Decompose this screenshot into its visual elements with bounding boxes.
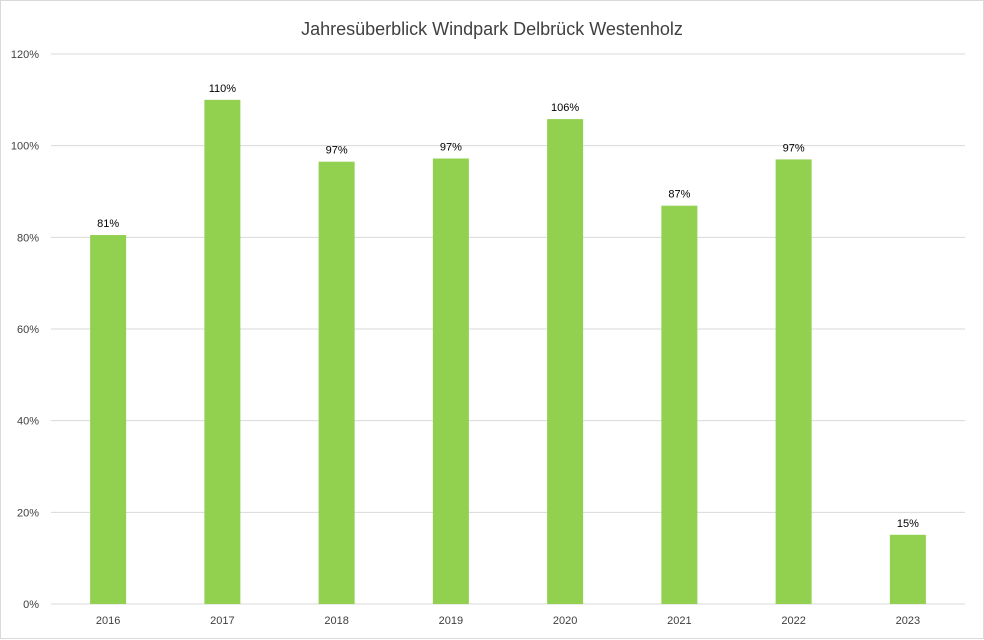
x-tick-label-2018: 2018 <box>324 615 348 627</box>
x-tick-label-2019: 2019 <box>439 615 463 627</box>
data-label-2016: 81% <box>97 218 119 230</box>
y-tick-label: 20% <box>17 507 39 519</box>
x-tick-label-2023: 2023 <box>896 615 920 627</box>
bar-2021 <box>661 205 698 605</box>
x-axis-tick-labels: 2016 2017 2018 2019 2020 2021 2022 2023 <box>96 615 920 627</box>
bar-2018 <box>318 161 355 605</box>
x-tick-label-2022: 2022 <box>781 615 805 627</box>
x-tick-label-2020: 2020 <box>553 615 577 627</box>
data-labels: 81% 110% 97% 97% 106% 87% 97% 15% <box>97 83 919 530</box>
y-tick-label: 0% <box>23 599 39 611</box>
data-label-2022: 97% <box>783 142 805 154</box>
gridlines <box>51 53 965 605</box>
bars <box>90 99 926 605</box>
data-label-2019: 97% <box>440 142 462 154</box>
bar-2022 <box>775 159 812 604</box>
x-tick-label-2016: 2016 <box>96 615 120 627</box>
bar-2019 <box>432 158 469 604</box>
y-tick-label: 40% <box>17 416 39 428</box>
y-tick-label: 120% <box>11 49 39 61</box>
x-tick-label-2017: 2017 <box>210 615 234 627</box>
y-tick-label: 100% <box>11 141 39 153</box>
bar-2016 <box>90 235 127 604</box>
y-axis-tick-labels: 0% 20% 40% 60% 80% 100% 120% <box>11 49 39 611</box>
data-label-2020: 106% <box>551 102 579 114</box>
y-tick-label: 60% <box>17 324 39 336</box>
chart-title: Jahresüberblick Windpark Delbrück Westen… <box>301 19 683 39</box>
x-tick-label-2021: 2021 <box>667 615 691 627</box>
bar-2023 <box>889 534 926 604</box>
bar-2020 <box>547 119 584 604</box>
data-label-2021: 87% <box>668 189 690 201</box>
y-tick-label: 80% <box>17 232 39 244</box>
bar-2017 <box>204 99 241 604</box>
data-label-2018: 97% <box>326 145 348 157</box>
data-label-2023: 15% <box>897 518 919 530</box>
data-label-2017: 110% <box>209 83 237 95</box>
